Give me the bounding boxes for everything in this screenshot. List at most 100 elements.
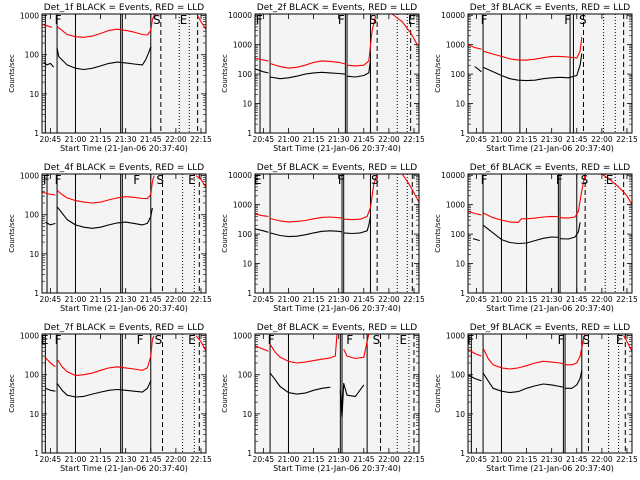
plot-background bbox=[468, 14, 632, 133]
lld-series-line bbox=[269, 60, 346, 69]
lld-series-line bbox=[56, 335, 155, 377]
lld-series-line bbox=[467, 44, 482, 50]
y-tick-label: 100 bbox=[25, 371, 40, 380]
y-tick-label: 10 bbox=[455, 260, 465, 269]
x-tick-label: 20:45 bbox=[40, 135, 62, 144]
x-tick-label: 21:15 bbox=[90, 135, 112, 144]
x-tick-label: 21:00 bbox=[65, 295, 87, 304]
flag-label: E bbox=[606, 173, 614, 187]
x-tick-label: 20:45 bbox=[466, 295, 488, 304]
detector-panel: Det_6f BLACK = Events, RED = LLD 1 10 100 10… bbox=[434, 163, 638, 313]
x-tick-label: 22:00 bbox=[378, 455, 400, 464]
x-tick-label: 21:45 bbox=[353, 295, 375, 304]
x-tick-label: 22:00 bbox=[165, 455, 187, 464]
flag-label: S bbox=[581, 173, 589, 187]
y-axis-label: Counts/sec bbox=[8, 54, 16, 93]
plot-frame bbox=[254, 173, 420, 294]
chart-title: Det_6f BLACK = Events, RED = LLD bbox=[470, 163, 630, 173]
x-axis-label: Start Time (21-Jan-06 20:37:40) bbox=[273, 304, 401, 313]
x-tick-label: 21:00 bbox=[278, 295, 300, 304]
x-tick-label: 22:00 bbox=[165, 135, 187, 144]
flag-label: S bbox=[579, 13, 587, 27]
lld-series-line bbox=[195, 175, 207, 188]
lld-series-line bbox=[565, 333, 586, 366]
chart-title: Det_7f BLACK = Events, RED = LLD bbox=[44, 323, 204, 333]
y-tick-label: 100 bbox=[238, 70, 253, 79]
y-tick-label: 100 bbox=[238, 230, 253, 239]
x-tick-label: 22:15 bbox=[190, 135, 212, 144]
x-tick-label: 21:30 bbox=[115, 455, 137, 464]
y-tick-label: 10000 bbox=[441, 11, 465, 20]
x-axis-label: Start Time (21-Jan-06 20:37:40) bbox=[273, 464, 401, 473]
x-tick-label: 22:15 bbox=[616, 295, 638, 304]
flag-label: F bbox=[467, 333, 474, 347]
y-tick-label: 10 bbox=[242, 260, 252, 269]
flag-label: E bbox=[399, 333, 407, 347]
lld-series-line bbox=[197, 15, 207, 30]
events-series-line bbox=[254, 228, 269, 233]
flag-label: F bbox=[338, 173, 345, 187]
x-tick-label: 22:15 bbox=[403, 295, 425, 304]
x-tick-label: 22:00 bbox=[591, 455, 613, 464]
lld-series-line bbox=[56, 13, 157, 38]
x-tick-label: 22:00 bbox=[378, 135, 400, 144]
events-series-line bbox=[270, 71, 346, 80]
events-series-line bbox=[474, 66, 482, 73]
flag-label: E bbox=[180, 13, 188, 27]
detector-panel: Det_9f BLACK = Events, RED = LLD 1 10 100 10… bbox=[434, 323, 638, 473]
x-tick-label: 21:30 bbox=[541, 455, 563, 464]
flag-label: E bbox=[41, 333, 49, 347]
y-tick-label: 1 bbox=[34, 129, 39, 138]
events-series-line bbox=[346, 60, 372, 78]
events-series-line bbox=[254, 68, 269, 74]
events-series-line bbox=[565, 370, 583, 389]
y-tick-label: 1 bbox=[34, 289, 39, 298]
x-tick-label: 21:30 bbox=[541, 135, 563, 144]
y-tick-label: 1000 bbox=[446, 332, 465, 341]
y-tick-label: 10000 bbox=[228, 11, 252, 20]
x-tick-label: 21:00 bbox=[491, 455, 513, 464]
x-tick-label: 21:15 bbox=[303, 455, 325, 464]
y-axis-label: Counts/sec bbox=[8, 214, 16, 253]
x-tick-label: 21:45 bbox=[566, 295, 588, 304]
flag-label: F bbox=[43, 173, 50, 187]
x-tick-label: 21:00 bbox=[278, 455, 300, 464]
chart-title: Det_3f BLACK = Events, RED = LLD bbox=[470, 3, 630, 13]
y-tick-label: 100 bbox=[451, 371, 466, 380]
x-tick-label: 21:45 bbox=[353, 455, 375, 464]
x-tick-label: 21:30 bbox=[328, 295, 350, 304]
y-tick-label: 1000 bbox=[446, 201, 465, 210]
x-tick-label: 21:15 bbox=[90, 295, 112, 304]
x-tick-label: 21:15 bbox=[303, 295, 325, 304]
plot-frame bbox=[254, 13, 420, 134]
plot-frame bbox=[41, 333, 207, 454]
lld-series-line bbox=[482, 212, 559, 223]
events-series-line bbox=[269, 372, 331, 395]
lld-series-line bbox=[343, 173, 378, 221]
y-tick-label: 1 bbox=[460, 289, 465, 298]
x-tick-label: 21:30 bbox=[328, 455, 350, 464]
plot-background bbox=[42, 174, 206, 293]
flag-label: F bbox=[558, 333, 565, 347]
events-series-line bbox=[482, 224, 559, 245]
flag-label: S bbox=[153, 13, 161, 27]
chart-title: Det_2f BLACK = Events, RED = LLD bbox=[257, 3, 417, 13]
lld-series-line bbox=[467, 348, 482, 357]
plot-background bbox=[255, 174, 419, 293]
events-series-line bbox=[56, 380, 152, 398]
y-tick-label: 10 bbox=[242, 100, 252, 109]
x-tick-label: 21:00 bbox=[491, 135, 513, 144]
x-tick-label: 21:00 bbox=[278, 135, 300, 144]
plot-frame bbox=[41, 13, 207, 134]
flag-label: F bbox=[137, 333, 144, 347]
x-tick-label: 22:00 bbox=[165, 295, 187, 304]
flag-label: E bbox=[188, 333, 196, 347]
x-tick-label: 22:15 bbox=[403, 135, 425, 144]
lld-series-line bbox=[623, 335, 633, 352]
y-axis-label: Counts/sec bbox=[221, 54, 229, 93]
x-tick-label: 21:45 bbox=[566, 455, 588, 464]
y-tick-label: 1 bbox=[460, 129, 465, 138]
y-tick-label: 10000 bbox=[441, 171, 465, 180]
x-axis-label: Start Time (21-Jan-06 20:37:40) bbox=[60, 464, 188, 473]
